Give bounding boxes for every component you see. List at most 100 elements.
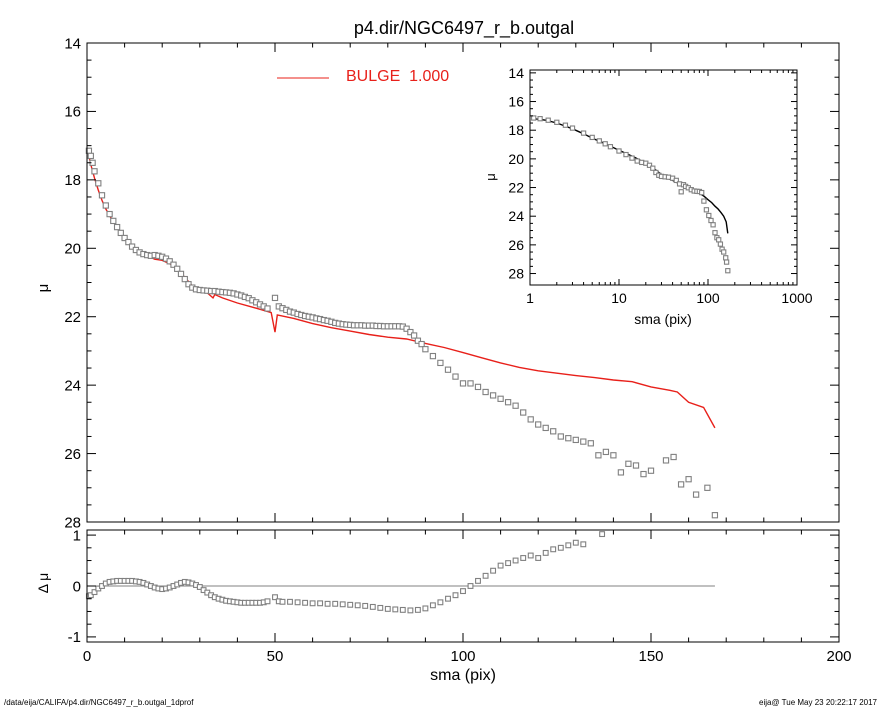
residual-data-point [452, 592, 459, 599]
residual-data-point [422, 605, 429, 612]
main-y-tick-label: 28 [64, 514, 81, 531]
inset-data-point [554, 119, 560, 125]
main-data-point [670, 453, 677, 461]
residual-data-point [429, 602, 436, 609]
residual-data-point [542, 549, 549, 556]
inset-background [480, 60, 810, 340]
main-data-point [677, 481, 685, 488]
main-data-point [91, 168, 98, 175]
inset-axes-frame [529, 69, 798, 286]
inset-data-point [580, 130, 587, 136]
inset-data-point [717, 241, 724, 247]
inset-y-tick-label: 18 [508, 122, 524, 138]
residual-data-point [324, 600, 331, 607]
main-data-point [527, 416, 534, 423]
inset-data-point [699, 189, 705, 196]
inset-data-point [716, 237, 722, 243]
main-data-point [418, 340, 425, 348]
inset-y-tick-label: 22 [508, 179, 524, 195]
residual-x-tick-label: 150 [638, 648, 663, 665]
main-data-point [117, 229, 124, 237]
residual-data-point [520, 555, 527, 561]
main-data-point [617, 469, 625, 476]
main-data-point [170, 261, 177, 268]
inset-data-point [678, 189, 684, 195]
residual-data-point [497, 562, 504, 569]
main-data-point [410, 332, 418, 339]
main-data-point [271, 294, 279, 302]
residual-data-point [294, 599, 301, 606]
main-y-tick-label: 22 [64, 309, 81, 326]
inset-data-point [646, 162, 653, 168]
residual-x-tick-label: 0 [83, 648, 91, 665]
residual-data-point [490, 567, 497, 574]
residual-data-point [264, 598, 271, 605]
residual-data-point [287, 598, 293, 605]
main-data-point [125, 238, 132, 246]
inset-x-axis-label: sma (pix) [634, 311, 692, 327]
main-data-point [95, 180, 102, 187]
main-data-point [572, 436, 579, 444]
inset-y-tick-label: 24 [508, 208, 524, 224]
residual-data-point [482, 572, 489, 579]
inset-x-tick-label: 1000 [781, 290, 812, 306]
main-data-point [474, 383, 482, 391]
residual-data-point [399, 606, 406, 613]
main-y-axis-label: μ [35, 284, 52, 293]
residual-data-point [347, 601, 354, 608]
inset-data-point [701, 198, 707, 204]
inset-data-point [602, 141, 608, 147]
main-data-point [587, 440, 594, 447]
residual-data-point [339, 601, 346, 608]
main-data-point [437, 359, 444, 367]
main-data-point [602, 448, 610, 456]
residual-data-point [557, 544, 564, 551]
main-data-point [580, 438, 587, 445]
main-data-point [185, 281, 192, 288]
residual-data-point [572, 539, 579, 546]
residual-data-point [580, 541, 587, 548]
main-data-point [482, 388, 489, 396]
inset-data-point [569, 125, 576, 131]
residual-y-tick-label: 0 [73, 578, 81, 595]
main-y-tick-label: 18 [64, 172, 81, 189]
main-data-point [113, 223, 121, 231]
main-data-point [647, 467, 655, 474]
inset-data-point [673, 177, 679, 184]
inset-y-axis-label: μ [483, 173, 498, 181]
main-data-point [174, 265, 181, 272]
footer-file-path: /data/eija/CALIFA/p4.dir/NGC6497_r_b.out… [4, 698, 194, 707]
inset-data-point [723, 259, 730, 265]
residual-data-point [362, 602, 369, 609]
residual-x-tick-label: 200 [826, 648, 851, 665]
residual-x-axis-label: sma (pix) [430, 667, 496, 684]
main-data-point [128, 243, 136, 250]
main-data-point [110, 217, 117, 225]
main-data-point [489, 392, 497, 399]
main-data-point [632, 462, 640, 469]
main-data-point [452, 373, 459, 380]
inset-data-point [710, 222, 716, 228]
inset-plot-panel: 14 16 18 20 22 24 26 281 10 100 1000 μ sma (pix) [480, 60, 813, 340]
main-y-tick-label: 26 [64, 446, 81, 463]
residual-data-point [445, 595, 451, 602]
main-data-point [520, 409, 527, 416]
main-data-point [407, 328, 414, 336]
inset-data-point [623, 151, 629, 158]
inset-data-point [708, 217, 714, 224]
legend-label: BULGE 1.000 [346, 68, 449, 85]
main-data-point [444, 366, 452, 373]
footer-user-timestamp: eija@ Tue May 23 20:22:17 2017 [759, 698, 877, 707]
residual-data-point [369, 603, 376, 610]
inset-data-point [531, 115, 537, 121]
main-data-point [87, 152, 94, 160]
residual-x-tick-label: 100 [450, 648, 475, 665]
main-data-point [711, 512, 719, 519]
main-data-point [181, 275, 188, 283]
residual-data-point [91, 589, 98, 596]
residual-data-point [565, 542, 572, 549]
main-data-point [595, 452, 602, 459]
residual-data-point [467, 583, 474, 589]
main-data-point [535, 421, 542, 428]
